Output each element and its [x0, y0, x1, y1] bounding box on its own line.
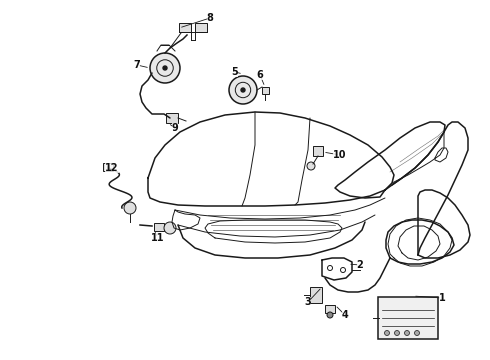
Text: 6: 6 — [257, 70, 264, 80]
Circle shape — [241, 88, 245, 92]
Text: 10: 10 — [333, 150, 347, 160]
Circle shape — [164, 222, 176, 234]
Bar — [179, 23, 191, 32]
Circle shape — [124, 202, 136, 214]
Text: 12: 12 — [105, 163, 119, 173]
Circle shape — [385, 330, 390, 336]
Text: 2: 2 — [357, 260, 364, 270]
Circle shape — [327, 312, 333, 318]
Text: 3: 3 — [305, 297, 311, 307]
Bar — [103, 163, 113, 171]
Bar — [166, 113, 178, 123]
Bar — [154, 223, 164, 231]
Bar — [313, 146, 323, 156]
Circle shape — [394, 330, 399, 336]
Bar — [262, 87, 269, 94]
Bar — [195, 23, 207, 32]
Text: 5: 5 — [232, 67, 238, 77]
Circle shape — [415, 330, 419, 336]
Text: 11: 11 — [151, 233, 165, 243]
Text: 9: 9 — [172, 123, 178, 133]
Text: 1: 1 — [439, 293, 445, 303]
Text: 4: 4 — [342, 310, 348, 320]
FancyBboxPatch shape — [378, 297, 438, 339]
Bar — [325, 305, 335, 313]
Circle shape — [150, 53, 180, 83]
Circle shape — [405, 330, 410, 336]
Circle shape — [307, 162, 315, 170]
Text: 7: 7 — [134, 60, 140, 70]
Text: 8: 8 — [207, 13, 214, 23]
Bar — [310, 287, 322, 303]
Circle shape — [163, 66, 167, 70]
Circle shape — [229, 76, 257, 104]
